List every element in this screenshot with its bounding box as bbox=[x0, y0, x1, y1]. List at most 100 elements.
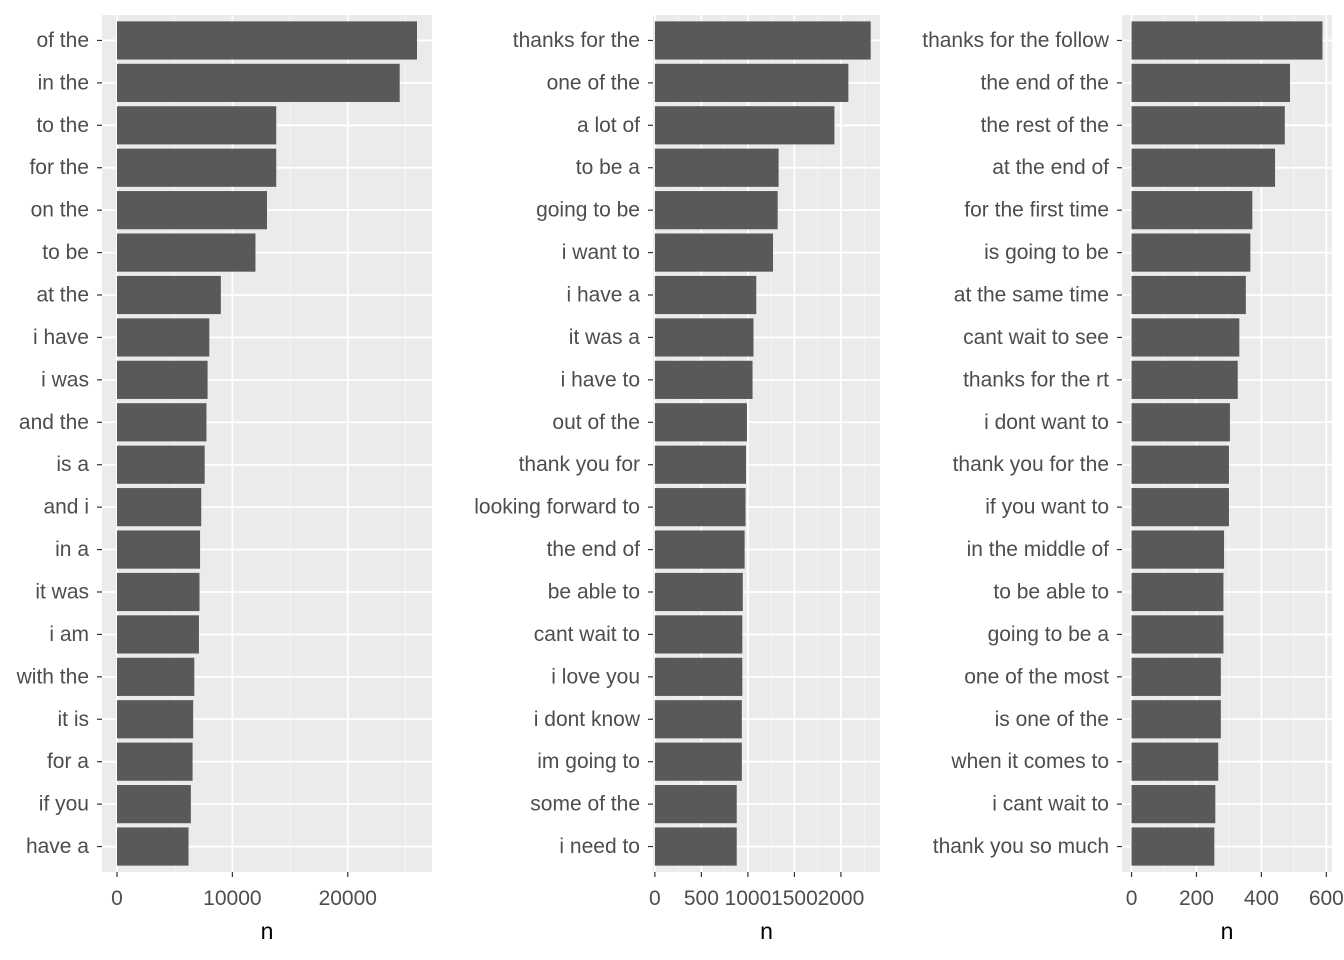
bar-2-13 bbox=[654, 530, 745, 569]
bar-2-16 bbox=[654, 657, 743, 696]
category-label: a lot of bbox=[577, 114, 640, 137]
bar-3-16 bbox=[1131, 657, 1221, 696]
bar-1-13 bbox=[117, 530, 201, 569]
bar-1-6 bbox=[117, 233, 256, 272]
category-label: when it comes to bbox=[950, 750, 1109, 773]
bar-3-12 bbox=[1131, 488, 1229, 527]
category-label: going to be a bbox=[988, 623, 1110, 646]
category-label: i was bbox=[41, 368, 89, 391]
bar-3-17 bbox=[1131, 700, 1221, 739]
bar-2-8 bbox=[654, 318, 754, 357]
category-label: at the end of bbox=[992, 156, 1109, 179]
category-label: have a bbox=[26, 835, 89, 858]
bar-3-20 bbox=[1131, 827, 1215, 866]
bar-3-9 bbox=[1131, 360, 1238, 399]
x-tick-label: 0 bbox=[111, 887, 123, 910]
x-tick-label: 0 bbox=[649, 887, 661, 910]
x-tick-label: 500 bbox=[684, 887, 719, 910]
category-label: i cant wait to bbox=[992, 793, 1109, 816]
category-label: i dont want to bbox=[984, 411, 1109, 434]
bar-1-18 bbox=[117, 742, 193, 781]
bar-1-7 bbox=[117, 275, 221, 315]
category-label: looking forward to bbox=[474, 496, 640, 519]
category-label: thank you for the bbox=[953, 453, 1109, 476]
category-label: i have to bbox=[561, 368, 640, 391]
bar-3-15 bbox=[1131, 615, 1224, 654]
bar-1-1 bbox=[117, 21, 417, 60]
bar-3-7 bbox=[1131, 275, 1246, 315]
bar-1-20 bbox=[117, 827, 189, 866]
bar-1-10 bbox=[117, 403, 207, 442]
x-tick-label: 200 bbox=[1179, 887, 1214, 910]
bar-1-15 bbox=[117, 615, 199, 654]
x-tick-label: 400 bbox=[1244, 887, 1279, 910]
category-label: at the same time bbox=[954, 284, 1109, 307]
category-label: going to be bbox=[536, 199, 640, 222]
category-label: im going to bbox=[537, 750, 640, 773]
category-label: one of the bbox=[547, 71, 640, 94]
bar-1-12 bbox=[117, 488, 202, 527]
category-label: is going to be bbox=[984, 241, 1109, 264]
category-label: if you want to bbox=[985, 496, 1109, 519]
x-tick-label: 10000 bbox=[203, 887, 261, 910]
bar-2-1 bbox=[654, 21, 871, 60]
category-label: to be able to bbox=[993, 580, 1109, 603]
bar-1-3 bbox=[117, 106, 277, 145]
category-label: at the bbox=[36, 284, 89, 307]
category-label: for the first time bbox=[964, 199, 1109, 222]
bar-1-9 bbox=[117, 360, 208, 399]
category-label: thanks for the bbox=[513, 29, 640, 52]
bar-2-20 bbox=[654, 827, 737, 866]
bar-2-19 bbox=[654, 785, 737, 824]
category-label: thanks for the rt bbox=[963, 368, 1109, 391]
category-label: thank you for bbox=[519, 453, 640, 476]
category-label: and i bbox=[43, 496, 89, 519]
x-axis-title: n bbox=[1221, 918, 1234, 944]
category-label: i dont know bbox=[534, 708, 641, 731]
category-label: thank you so much bbox=[933, 835, 1109, 858]
category-label: in the bbox=[38, 71, 89, 94]
bar-3-8 bbox=[1131, 318, 1240, 357]
category-label: to be a bbox=[576, 156, 641, 179]
category-label: the rest of the bbox=[981, 114, 1109, 137]
bar-3-1 bbox=[1131, 21, 1323, 60]
bar-3-18 bbox=[1131, 742, 1219, 781]
x-tick-label: 1500 bbox=[771, 887, 818, 910]
x-tick-label: 2000 bbox=[818, 887, 865, 910]
x-tick-label: 1000 bbox=[725, 887, 772, 910]
category-label: i want to bbox=[562, 241, 640, 264]
bar-1-19 bbox=[117, 785, 191, 824]
category-label: in a bbox=[55, 538, 89, 561]
category-label: to be bbox=[42, 241, 89, 264]
bar-2-5 bbox=[654, 191, 778, 230]
category-label: in the middle of bbox=[967, 538, 1110, 561]
category-label: some of the bbox=[530, 793, 640, 816]
chart-panel-2: thanks for the one of the a lot of to be a g… bbox=[474, 15, 880, 944]
bar-2-2 bbox=[654, 63, 849, 102]
category-label: i have a bbox=[566, 284, 640, 307]
bar-3-3 bbox=[1131, 106, 1285, 145]
bar-1-14 bbox=[117, 572, 200, 612]
category-label: the end of the bbox=[981, 71, 1109, 94]
bar-2-17 bbox=[654, 700, 742, 739]
category-label: be able to bbox=[548, 580, 640, 603]
category-label: the end of bbox=[547, 538, 641, 561]
category-label: on the bbox=[31, 199, 89, 222]
x-tick-label: 0 bbox=[1126, 887, 1138, 910]
category-label: if you bbox=[39, 793, 89, 816]
bar-2-6 bbox=[654, 233, 774, 272]
bar-2-15 bbox=[654, 615, 743, 654]
category-label: cant wait to see bbox=[963, 326, 1109, 349]
bar-1-4 bbox=[117, 148, 277, 187]
bar-2-14 bbox=[654, 572, 743, 612]
category-label: for a bbox=[47, 750, 89, 773]
bar-2-10 bbox=[654, 403, 747, 442]
bar-3-5 bbox=[1131, 191, 1253, 230]
category-label: it is bbox=[58, 708, 90, 731]
x-axis-title: n bbox=[261, 918, 274, 944]
category-label: thanks for the follow bbox=[922, 29, 1110, 52]
category-label: i love you bbox=[551, 665, 640, 688]
category-label: with the bbox=[16, 665, 89, 688]
category-label: to the bbox=[36, 114, 89, 137]
